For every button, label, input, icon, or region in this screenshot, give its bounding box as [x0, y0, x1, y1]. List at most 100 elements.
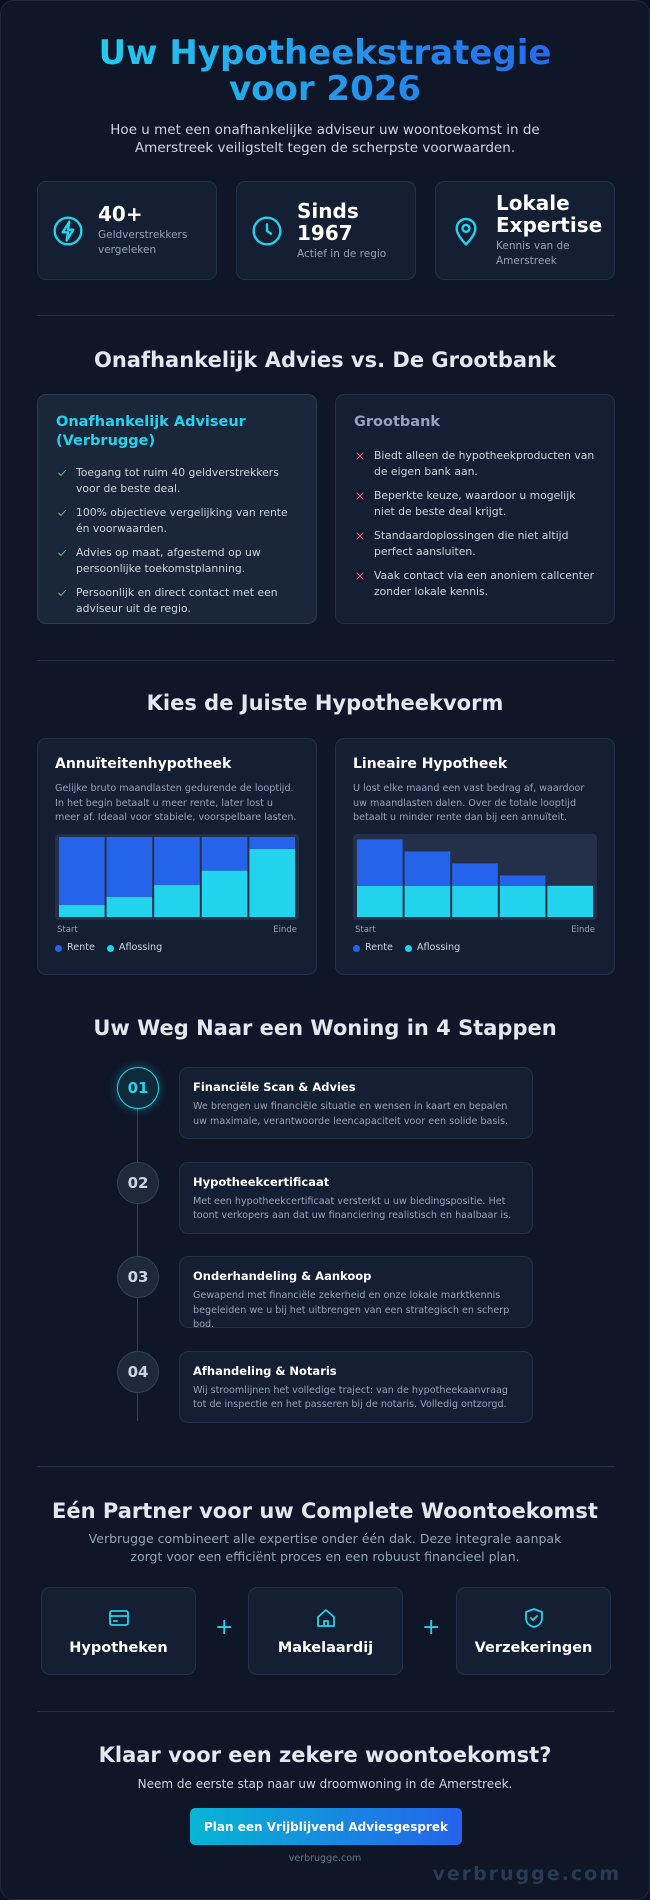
step-desc: We brengen uw financiële situatie en wen… — [193, 1101, 509, 1127]
partner-name: Makelaardij — [277, 1640, 374, 1656]
compare-text: Standaardoplossingen die niet altijd per… — [374, 529, 569, 558]
bar-segment — [106, 897, 153, 917]
subtitle: Hoe u met een onafhankelijke adviseur uw… — [110, 122, 540, 156]
stat-card: 40+ Geldverstrekkers vergeleken — [37, 181, 217, 280]
compare-text: Vaak contact via een anoniem callcenter … — [374, 569, 595, 598]
bar-segment — [452, 863, 498, 886]
section-title: Kies de Juiste Hypotheekvorm — [146, 691, 504, 715]
mortgage-desc: Gelijke bruto maandlasten gedurende de l… — [55, 783, 297, 823]
icon — [524, 1608, 543, 1628]
divider — [37, 315, 615, 316]
icon — [356, 572, 364, 580]
legend: Rente Aflossing — [55, 942, 299, 953]
mini-chart: Start Einde — [55, 834, 299, 935]
cta-subtitle: Neem de eerste stap naar uw droomwoning … — [137, 1777, 513, 1791]
bar-segment — [357, 839, 403, 886]
partner-name: Verzekeringen — [474, 1640, 593, 1656]
legend-swatch — [55, 945, 62, 952]
x-label: Start — [57, 925, 78, 935]
section-title: Eén Partner voor uw Complete Woontoekoms… — [52, 1499, 598, 1523]
icon — [356, 492, 364, 500]
icon — [356, 532, 364, 540]
step-card: Afhandeling & Notaris Wij stroomlijnen he… — [179, 1350, 533, 1423]
mortgage-title: Annuïteitenhypotheek — [55, 756, 232, 772]
cta-button[interactable]: Plan een Vrijblijvend Adviesgesprek — [190, 1808, 462, 1845]
divider — [37, 1711, 615, 1712]
icon — [58, 470, 66, 476]
bar-segment — [547, 885, 593, 917]
section-title: Onafhankelijk Advies vs. De Grootbank — [94, 348, 556, 372]
x-label: Einde — [571, 925, 595, 935]
stat-text: Sinds 1967 Actief in de regio — [297, 200, 401, 262]
legend: Rente Aflossing — [353, 942, 597, 953]
legend-item: Aflossing — [106, 942, 163, 953]
separator: + — [422, 1615, 441, 1640]
mortgage-card: Lineaire Hypotheek U lost elke maand een … — [335, 738, 615, 975]
separator: + — [215, 1615, 234, 1640]
compare-item: 100% objectieve vergelijking van rente é… — [56, 505, 298, 537]
legend-label: Aflossing — [118, 942, 163, 953]
bar-segment — [404, 885, 451, 917]
partner-card: Makelaardij — [248, 1587, 403, 1675]
step-title: Onderhandeling & Aankoop — [193, 1269, 372, 1283]
compare-text: 100% objectieve vergelijking van rente é… — [76, 506, 288, 535]
bar-segment — [59, 905, 105, 917]
bar-segment — [499, 875, 546, 886]
step-desc: Met een hypotheekcertificaat versterkt u… — [193, 1195, 512, 1222]
bar-segment — [154, 885, 200, 917]
partner-subtitle: Verbrugge combineert alle expertise onde… — [88, 1531, 562, 1564]
stat-label: Actief in de regio — [297, 247, 387, 260]
step-title: Afhandeling & Notaris — [193, 1363, 337, 1378]
step-title: Financiële Scan & Advies — [193, 1080, 356, 1094]
stat-value: Lokale Expertise — [496, 191, 603, 237]
bar-segment — [59, 837, 105, 905]
bar-segment — [357, 885, 403, 917]
compare-item: Biedt alleen de hypotheekproducten van d… — [354, 448, 596, 480]
compare-card: Grootbank Biedt alleen de hypotheekproduc… — [335, 394, 615, 624]
icon — [53, 215, 83, 246]
compare-title: Onafhankelijk Adviseur (Verbrugge) — [56, 414, 246, 449]
legend-item: Aflossing — [404, 942, 461, 953]
cta-title: Klaar voor een zekere woontoekomst? — [98, 1743, 552, 1767]
step-card: Financiële Scan & Advies We brengen uw fi… — [179, 1067, 533, 1139]
step-desc: Gewapend met financiële zekerheid en onz… — [193, 1290, 510, 1330]
bar-segment — [499, 885, 546, 917]
icon — [58, 510, 66, 516]
bar-segment — [154, 837, 200, 885]
stat-text: 40+ Geldverstrekkers vergeleken — [98, 203, 202, 258]
step-number: 01 — [117, 1067, 159, 1109]
stat-label: Geldverstrekkers vergeleken — [98, 229, 188, 256]
title: Uw Hypotheekstrategie voor 2026 — [65, 35, 585, 107]
stat-label: Kennis van de Amerstreek — [496, 240, 570, 267]
bar-segment — [249, 849, 295, 917]
legend-label: Aflossing — [416, 942, 461, 953]
partner-card: Hypotheken — [41, 1587, 196, 1675]
compare-item: Vaak contact via een anoniem callcenter … — [354, 568, 596, 600]
icon — [356, 452, 364, 460]
legend-label: Rente — [67, 942, 95, 953]
legend-item: Rente — [353, 942, 393, 953]
compare-item: Advies op maat, afgestemd op uw persoonl… — [56, 545, 298, 577]
stat-text: Lokale Expertise Kennis van de Amerstreek — [496, 192, 602, 269]
compare-card: Onafhankelijk Adviseur (Verbrugge) Toegan… — [37, 394, 317, 624]
timeline-line — [137, 1088, 138, 1421]
compare-text: Biedt alleen de hypotheekproducten van d… — [374, 449, 595, 478]
step-desc: Wij stroomlijnen het volledige traject: … — [193, 1384, 508, 1411]
compare-text: Advies op maat, afgestemd op uw persoonl… — [76, 546, 261, 575]
compare-item: Toegang tot ruim 40 geldverstrekkers voo… — [56, 465, 298, 497]
compare-item: Persoonlijk en direct contact met een ad… — [56, 585, 298, 617]
mortgage-card: Annuïteitenhypotheek Gelijke bruto maandl… — [37, 738, 317, 975]
stat-card: Sinds 1967 Actief in de regio — [236, 181, 416, 280]
legend-swatch — [106, 945, 114, 952]
bar-segment — [452, 885, 498, 917]
url: verbrugge.com — [288, 1853, 362, 1864]
x-label: Start — [355, 925, 376, 935]
legend-item: Rente — [55, 942, 95, 953]
mortgage-title: Lineaire Hypotheek — [353, 756, 508, 772]
icon — [252, 215, 282, 246]
compare-title: Grootbank — [354, 414, 441, 430]
mortgage-desc: U lost elke maand een vast bedrag af, wa… — [353, 783, 585, 823]
divider — [37, 1466, 615, 1467]
